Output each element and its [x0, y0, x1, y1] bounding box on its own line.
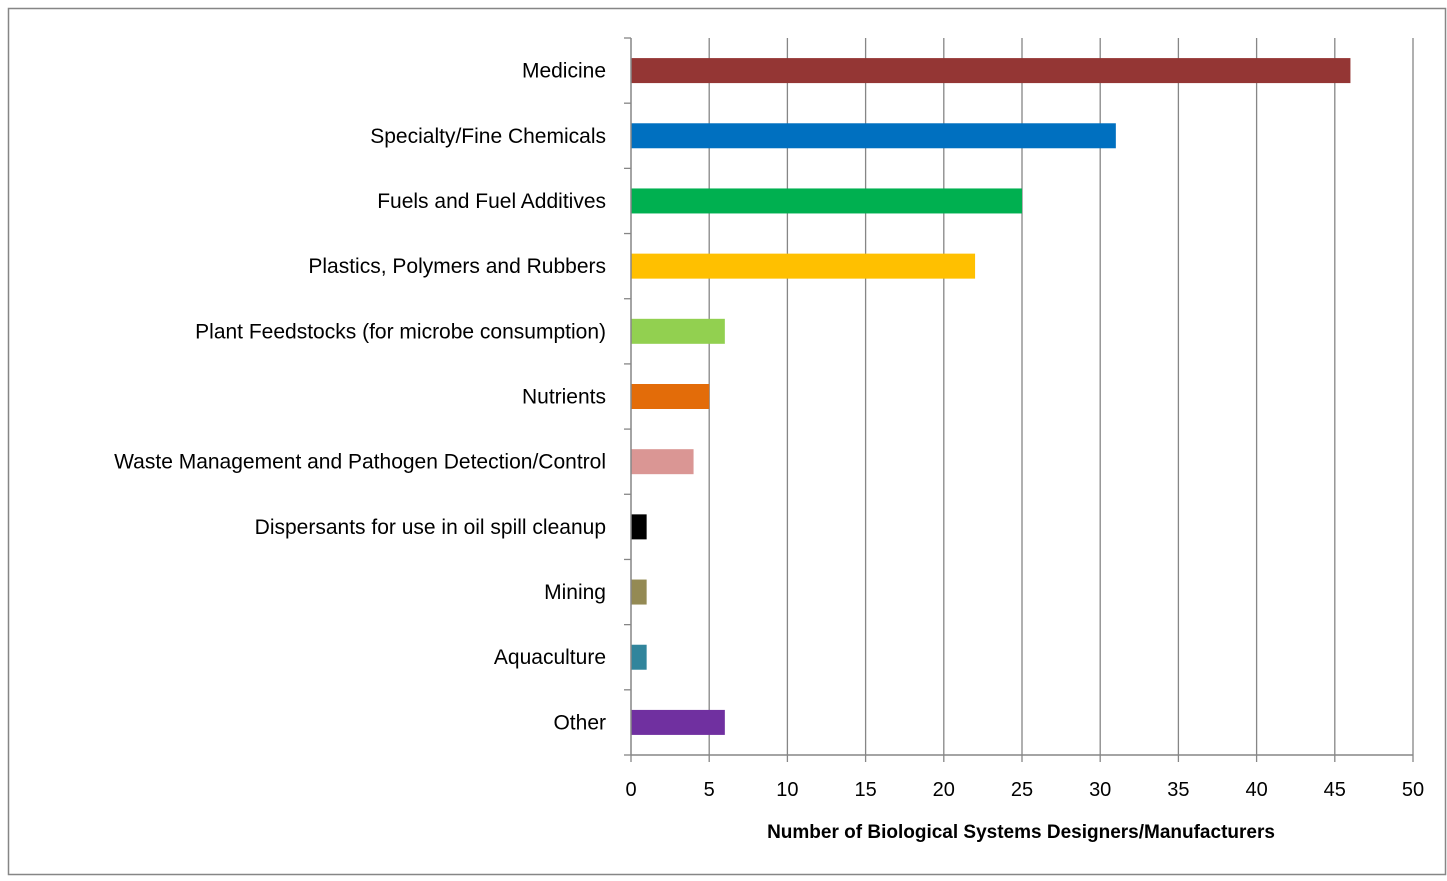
- bar: [631, 579, 647, 605]
- x-axis-title: Number of Biological Systems Designers/M…: [767, 822, 1275, 843]
- category-label: Mining: [544, 581, 606, 604]
- bar: [631, 188, 1022, 214]
- axes: [624, 37, 1414, 762]
- x-tick-label: 50: [1402, 779, 1424, 801]
- x-tick-label: 35: [1167, 779, 1189, 801]
- category-label: Waste Management and Pathogen Detection/…: [114, 451, 606, 474]
- category-label: Aquaculture: [494, 646, 606, 669]
- x-tick-label: 20: [933, 779, 955, 801]
- category-label: Dispersants for use in oil spill cleanup: [255, 516, 606, 539]
- category-label: Medicine: [522, 60, 606, 83]
- category-label: Nutrients: [522, 386, 606, 409]
- bar: [631, 514, 647, 540]
- category-label: Other: [553, 711, 606, 734]
- x-tick-label: 30: [1089, 779, 1111, 801]
- bar: [631, 318, 725, 344]
- category-label: Plant Feedstocks (for microbe consumptio…: [195, 320, 606, 343]
- x-tick-label: 15: [854, 779, 876, 801]
- chart-border: [7, 7, 1447, 876]
- bar: [631, 123, 1116, 149]
- bar: [631, 709, 725, 735]
- x-tick-label: 10: [776, 779, 798, 801]
- bar: [631, 58, 1351, 84]
- bars: [631, 58, 1351, 735]
- bar: [631, 449, 694, 475]
- x-tick-label: 25: [1011, 779, 1033, 801]
- category-label: Plastics, Polymers and Rubbers: [308, 255, 606, 278]
- category-labels: Medicine Specialty/Fine Chemicals Fuels an…: [114, 60, 606, 735]
- gridlines: [708, 38, 1414, 755]
- x-tick-label: 45: [1324, 779, 1346, 801]
- x-tick-label: 40: [1245, 779, 1267, 801]
- bar: [631, 644, 647, 670]
- x-tick-label: 0: [625, 779, 636, 801]
- category-label: Specialty/Fine Chemicals: [370, 125, 606, 148]
- bar: [631, 384, 710, 409]
- x-tick-label: 5: [704, 779, 715, 801]
- bar: [631, 253, 976, 279]
- category-label: Fuels and Fuel Additives: [377, 190, 606, 213]
- x-tick-labels: 0 5 10 15 20 25 30 35 40 45 50: [625, 779, 1424, 801]
